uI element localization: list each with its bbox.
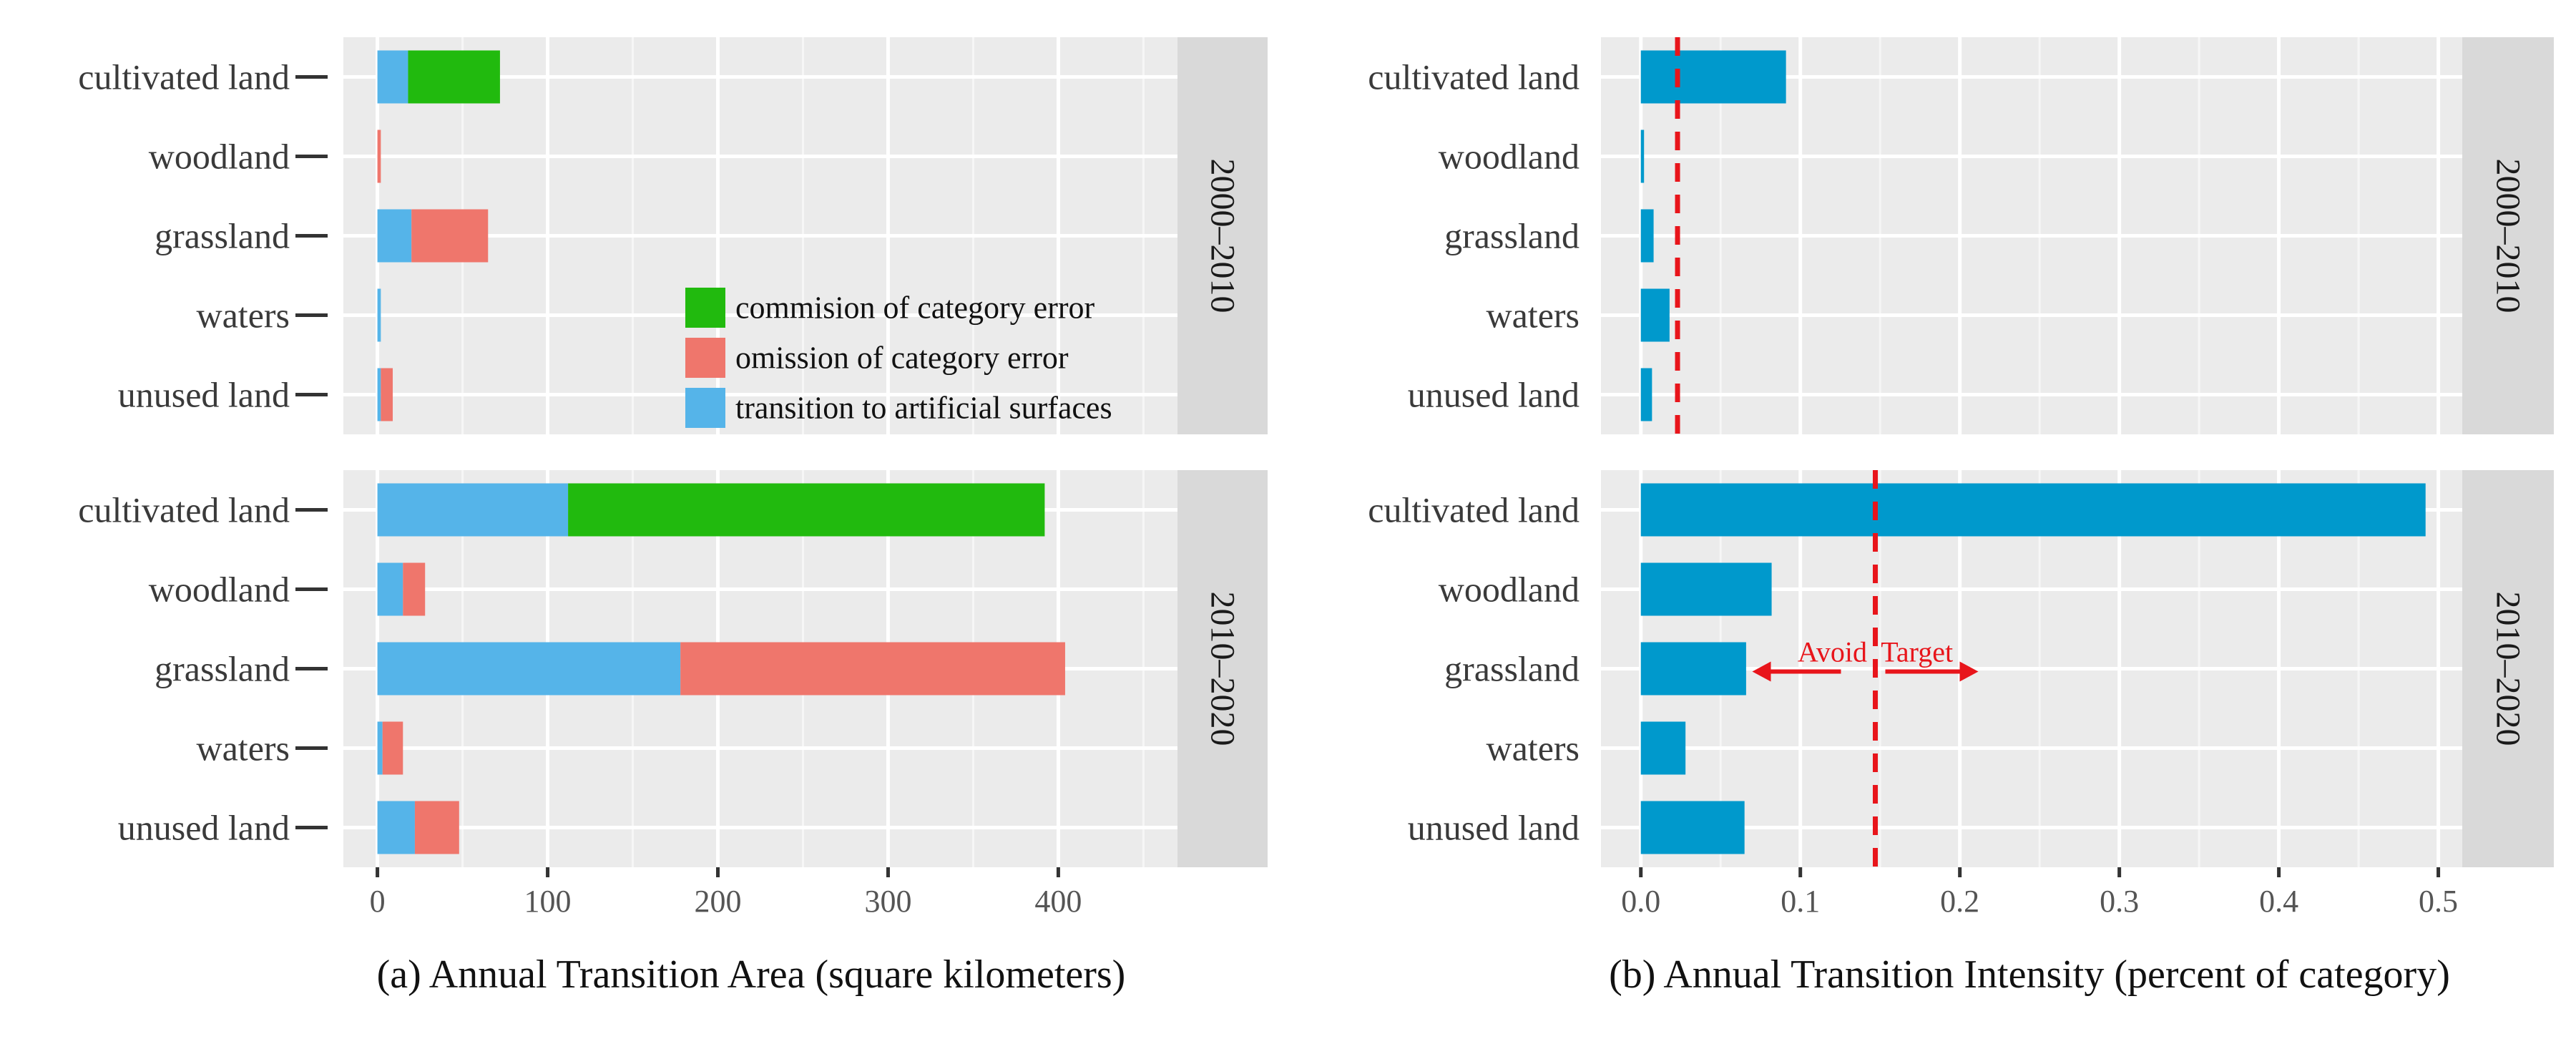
arrow-right-icon xyxy=(1959,661,1979,682)
x-tick-label: 0.5 xyxy=(2419,884,2458,919)
category-label-cultivated-land: cultivated land xyxy=(78,57,290,97)
bar-grassland-transition-to-artificial-surfaces xyxy=(377,209,412,263)
category-label-waters: waters xyxy=(1487,296,1580,336)
category-label-grassland: grassland xyxy=(155,649,290,689)
x-tick-label: 0.2 xyxy=(1940,884,1979,919)
legend-swatch-omission-of-category-error xyxy=(685,338,725,378)
panel-2010-2020: Avoid Target 2010–2020 cultivated land wood… xyxy=(1368,470,2554,867)
bar-waters-transition-to-artificial-surfaces xyxy=(377,288,381,342)
annotation-text: Avoid Target xyxy=(1798,636,1953,668)
x-tick-label: 0.1 xyxy=(1781,884,1820,919)
x-tick-label: 0 xyxy=(370,884,386,919)
bar-unused-land-omission-of-category-error xyxy=(381,368,393,421)
category-label-grassland: grassland xyxy=(155,216,290,256)
bar-unused-land xyxy=(1640,368,1652,421)
bar-waters xyxy=(1640,288,1670,342)
bar-waters-omission-of-category-error xyxy=(382,721,403,775)
category-label-cultivated-land: cultivated land xyxy=(1368,57,1580,97)
bar-cultivated-land-commision-of-category-error xyxy=(568,483,1045,537)
x-tick-label: 200 xyxy=(695,884,742,919)
bar-cultivated-land-transition-to-artificial-surfaces xyxy=(377,50,408,104)
facet-strip xyxy=(1177,470,1268,867)
legend-swatch-commision-of-category-error xyxy=(685,288,725,328)
category-label-grassland: grassland xyxy=(1444,216,1580,256)
legend-label-omission-of-category-error: omission of category error xyxy=(735,341,1069,376)
bar-woodland xyxy=(1640,562,1772,616)
bar-grassland-omission-of-category-error xyxy=(411,209,489,263)
panel-2000-2010: 2000–2010 cultivated land woodland grasslan… xyxy=(78,37,1268,434)
x-tick-label: 100 xyxy=(524,884,572,919)
category-label-unused-land: unused land xyxy=(1408,808,1580,848)
x-tick-label: 300 xyxy=(864,884,911,919)
x-tick-label: 0.0 xyxy=(1621,884,1660,919)
legend-label-commision-of-category-error: commision of category error xyxy=(735,291,1095,326)
x-axis-title: (b) Annual Transition Intensity (percent… xyxy=(1609,952,2450,997)
facet-strip-label: 2010–2020 xyxy=(2489,592,2527,746)
bar-unused-land-omission-of-category-error xyxy=(414,801,459,854)
facet-strip xyxy=(1177,37,1268,434)
category-label-cultivated-land: cultivated land xyxy=(78,490,290,530)
category-label-woodland: woodland xyxy=(1439,570,1580,610)
legend-swatch-transition-to-artificial-surfaces xyxy=(685,388,725,428)
bar-woodland xyxy=(1640,130,1645,183)
category-label-waters: waters xyxy=(1487,728,1580,769)
panel-2000-2010: 2000–2010 cultivated land woodland grasslan… xyxy=(1368,37,2554,434)
category-label-woodland: woodland xyxy=(149,137,290,177)
x-tick-label: 400 xyxy=(1034,884,1082,919)
category-label-waters: waters xyxy=(197,296,290,336)
panel-2010-2020: 2010–2020 cultivated land woodland grasslan… xyxy=(78,470,1268,867)
chart-annual-transition-intensity: 2000–2010 cultivated land woodland grasslan… xyxy=(1368,37,2554,997)
bar-woodland-omission-of-category-error xyxy=(403,562,426,616)
bar-grassland xyxy=(1640,642,1746,696)
bar-grassland-transition-to-artificial-surfaces xyxy=(377,642,681,696)
bar-woodland-omission-of-category-error xyxy=(377,130,381,183)
arrow-left-icon xyxy=(1752,661,1771,682)
legend-label-transition-to-artificial-surfaces: transition to artificial surfaces xyxy=(735,391,1112,426)
bar-waters xyxy=(1640,721,1686,775)
facet-strip-label: 2010–2020 xyxy=(1204,592,1242,746)
category-label-grassland: grassland xyxy=(1444,649,1580,689)
x-tick-label: 0.3 xyxy=(2100,884,2139,919)
category-label-unused-land: unused land xyxy=(118,375,290,415)
category-label-woodland: woodland xyxy=(1439,137,1580,177)
bar-unused-land-transition-to-artificial-surfaces xyxy=(377,368,381,421)
bar-waters-transition-to-artificial-surfaces xyxy=(377,721,383,775)
category-label-cultivated-land: cultivated land xyxy=(1368,490,1580,530)
bar-unused-land-transition-to-artificial-surfaces xyxy=(377,801,415,854)
bar-cultivated-land-transition-to-artificial-surfaces xyxy=(377,483,569,537)
facet-strip-label: 2000–2010 xyxy=(1204,159,1242,313)
facet-strip xyxy=(2462,470,2554,867)
bar-grassland-omission-of-category-error xyxy=(680,642,1065,696)
bar-cultivated-land xyxy=(1640,50,1786,104)
category-label-unused-land: unused land xyxy=(1408,375,1580,415)
x-tick-label: 0.4 xyxy=(2259,884,2298,919)
category-label-woodland: woodland xyxy=(149,570,290,610)
chart-annual-transition-area: 2000–2010 cultivated land woodland grasslan… xyxy=(78,37,1268,997)
bar-grassland xyxy=(1640,209,1654,263)
category-label-waters: waters xyxy=(197,728,290,769)
category-label-unused-land: unused land xyxy=(118,808,290,848)
avoid-target-annotation: Avoid Target xyxy=(1752,636,1979,682)
bar-cultivated-land xyxy=(1640,483,2426,537)
x-axis-title: (a) Annual Transition Area (square kilom… xyxy=(377,952,1126,997)
legend: commision of category error omission of c… xyxy=(685,288,1112,428)
bar-unused-land xyxy=(1640,801,1745,854)
bar-woodland-transition-to-artificial-surfaces xyxy=(377,562,403,616)
facet-strip-label: 2000–2010 xyxy=(2489,159,2527,313)
facet-strip xyxy=(2462,37,2554,434)
bar-cultivated-land-commision-of-category-error xyxy=(408,50,500,104)
